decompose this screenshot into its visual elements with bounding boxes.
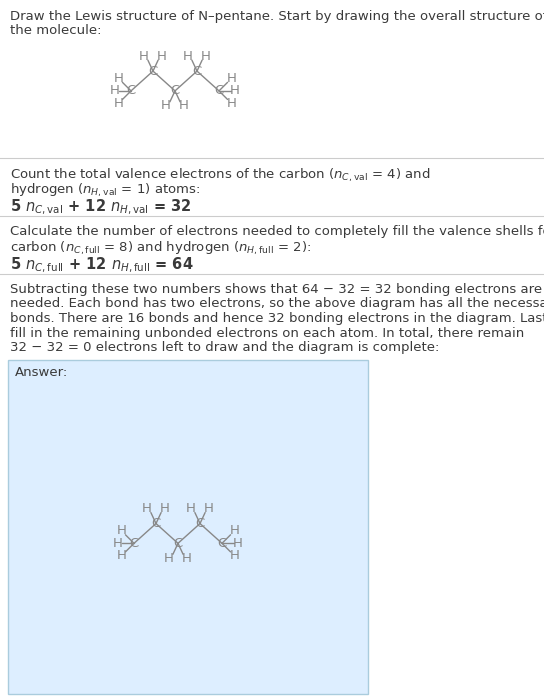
Text: H: H xyxy=(110,84,120,97)
Text: Calculate the number of electrons needed to completely fill the valence shells f: Calculate the number of electrons needed… xyxy=(10,225,544,238)
Text: carbon ($n_{C,\mathrm{full}}$ = 8) and hydrogen ($n_{H,\mathrm{full}}$ = 2):: carbon ($n_{C,\mathrm{full}}$ = 8) and h… xyxy=(10,239,311,257)
Text: 5 $n_{C,\mathrm{full}}$ + 12 $n_{H,\mathrm{full}}$ = 64: 5 $n_{C,\mathrm{full}}$ + 12 $n_{H,\math… xyxy=(10,256,194,276)
Text: C: C xyxy=(170,84,180,97)
Text: H: H xyxy=(157,49,167,63)
Text: H: H xyxy=(164,552,174,565)
Text: C: C xyxy=(193,65,202,77)
Text: H: H xyxy=(183,49,193,63)
Text: bonds. There are 16 bonds and hence 32 bonding electrons in the diagram. Lastly,: bonds. There are 16 bonds and hence 32 b… xyxy=(10,312,544,325)
Text: H: H xyxy=(186,502,196,515)
Text: Answer:: Answer: xyxy=(15,367,68,379)
Text: H: H xyxy=(230,84,240,97)
Text: C: C xyxy=(149,65,158,77)
Text: H: H xyxy=(201,49,211,63)
Text: hydrogen ($n_{H,\mathrm{val}}$ = 1) atoms:: hydrogen ($n_{H,\mathrm{val}}$ = 1) atom… xyxy=(10,182,200,198)
Text: H: H xyxy=(142,502,152,515)
Text: 32 − 32 = 0 electrons left to draw and the diagram is complete:: 32 − 32 = 0 electrons left to draw and t… xyxy=(10,341,440,354)
Text: H: H xyxy=(182,552,192,565)
Text: H: H xyxy=(160,502,170,515)
Text: needed. Each bond has two electrons, so the above diagram has all the necessary: needed. Each bond has two electrons, so … xyxy=(10,297,544,310)
Text: H: H xyxy=(114,72,123,85)
Text: the molecule:: the molecule: xyxy=(10,24,102,38)
Text: H: H xyxy=(233,537,243,550)
FancyBboxPatch shape xyxy=(8,360,368,694)
Text: Subtracting these two numbers shows that 64 − 32 = 32 bonding electrons are: Subtracting these two numbers shows that… xyxy=(10,283,542,296)
Text: C: C xyxy=(151,517,160,530)
Text: H: H xyxy=(230,549,239,562)
Text: 5 $n_{C,\mathrm{val}}$ + 12 $n_{H,\mathrm{val}}$ = 32: 5 $n_{C,\mathrm{val}}$ + 12 $n_{H,\mathr… xyxy=(10,198,192,217)
Text: H: H xyxy=(227,72,237,85)
Text: H: H xyxy=(161,100,171,112)
Text: C: C xyxy=(214,84,224,97)
Text: H: H xyxy=(113,537,123,550)
Text: H: H xyxy=(116,549,126,562)
Text: H: H xyxy=(139,49,149,63)
Text: H: H xyxy=(227,97,237,110)
Text: Draw the Lewis structure of N–pentane. Start by drawing the overall structure of: Draw the Lewis structure of N–pentane. S… xyxy=(10,10,544,23)
Text: C: C xyxy=(174,537,183,550)
Text: H: H xyxy=(230,524,239,537)
Text: H: H xyxy=(116,524,126,537)
Text: fill in the remaining unbonded electrons on each atom. In total, there remain: fill in the remaining unbonded electrons… xyxy=(10,326,524,340)
Text: H: H xyxy=(114,97,123,110)
Text: H: H xyxy=(179,100,189,112)
Text: C: C xyxy=(195,517,205,530)
Text: Count the total valence electrons of the carbon ($n_{C,\mathrm{val}}$ = 4) and: Count the total valence electrons of the… xyxy=(10,167,430,184)
Text: C: C xyxy=(129,537,139,550)
Text: C: C xyxy=(126,84,135,97)
Text: C: C xyxy=(218,537,227,550)
Text: H: H xyxy=(204,502,214,515)
